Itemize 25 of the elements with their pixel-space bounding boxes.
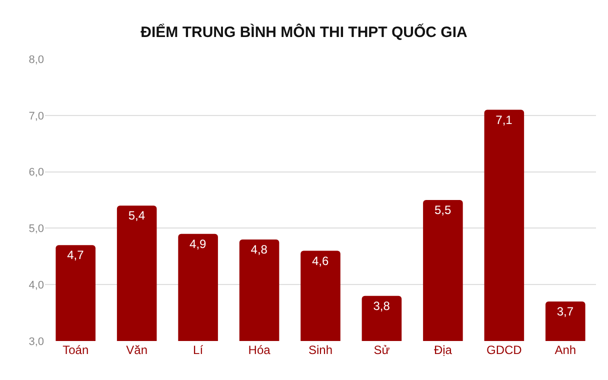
data-label: 4,7 <box>67 248 84 262</box>
y-tick-label: 4,0 <box>28 279 44 292</box>
y-tick-label: 8,0 <box>28 54 44 66</box>
data-label: 5,4 <box>128 208 146 223</box>
data-label: 7,1 <box>496 112 513 127</box>
x-tick-label: Sinh <box>308 343 333 357</box>
data-label: 4,9 <box>190 236 207 251</box>
y-tick-label: 5,0 <box>28 223 44 236</box>
data-label: 3,8 <box>373 298 390 313</box>
x-tick-label: Hóa <box>248 343 271 357</box>
data-label: 5,5 <box>434 203 452 217</box>
y-tick-label: 6,0 <box>28 166 44 179</box>
x-tick-label: Địa <box>434 343 452 357</box>
data-label: 3,7 <box>556 304 574 319</box>
x-tick-label: Toán <box>62 343 89 357</box>
x-tick-label: Anh <box>554 343 576 357</box>
y-tick-label: 7,0 <box>28 110 44 122</box>
x-tick-label: Lí <box>193 343 204 357</box>
data-label: 4,6 <box>312 254 330 268</box>
x-tick-label: Sử <box>374 343 390 357</box>
chart-title: ĐIỂM TRUNG BÌNH MÔN THI THPT QUỐC GIA <box>140 23 468 42</box>
x-tick-label: GDCD <box>486 343 522 357</box>
y-tick-label: 3,0 <box>28 336 44 348</box>
data-label: 4,8 <box>250 242 268 256</box>
x-tick-label: Văn <box>126 343 148 357</box>
